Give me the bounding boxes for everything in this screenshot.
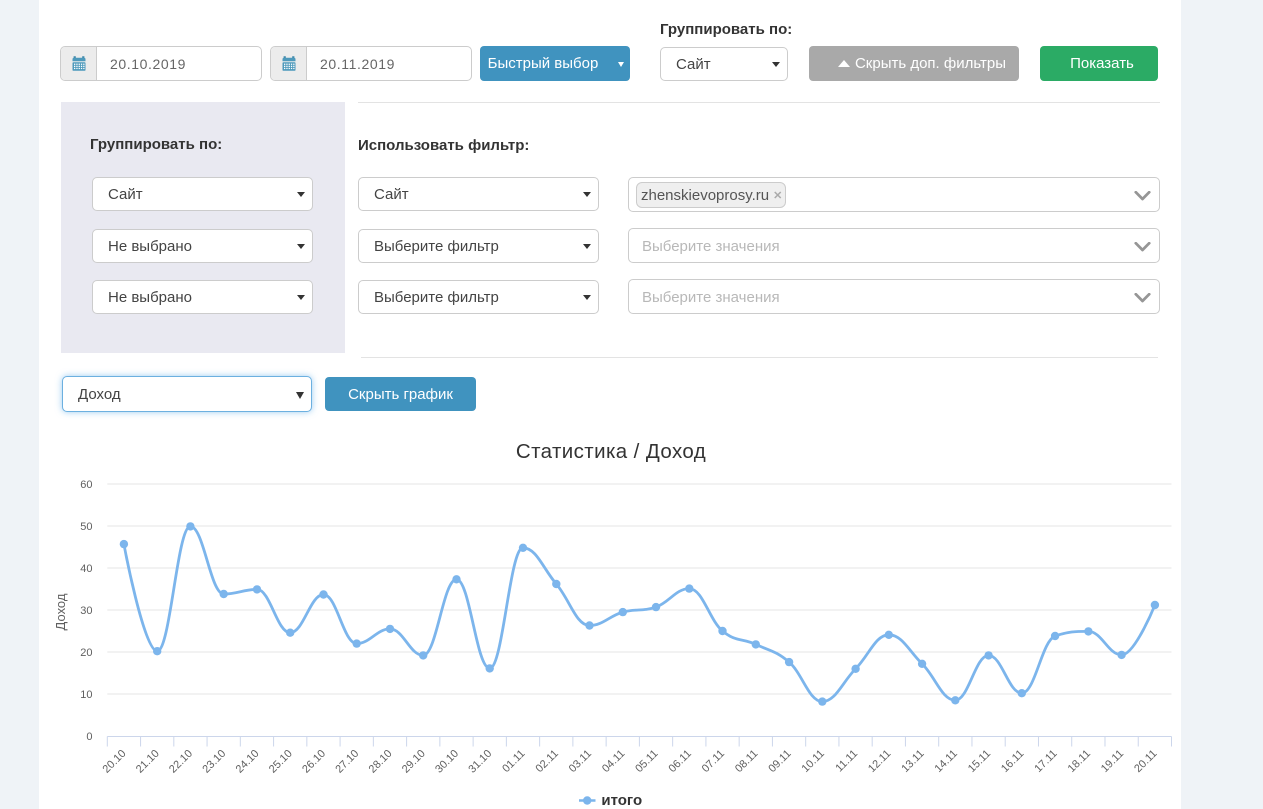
svg-text:19.11: 19.11 [1099,748,1126,775]
svg-text:18.11: 18.11 [1066,748,1093,775]
svg-text:09.11: 09.11 [766,748,793,775]
svg-text:08.11: 08.11 [733,748,760,775]
svg-text:23.10: 23.10 [200,748,228,776]
svg-text:20.10: 20.10 [101,748,129,776]
svg-text:Статистика / Доход: Статистика / Доход [516,440,706,463]
svg-text:22.10: 22.10 [167,748,195,776]
svg-text:14.11: 14.11 [933,748,960,775]
svg-text:27.10: 27.10 [333,748,361,776]
svg-text:10.11: 10.11 [800,748,827,775]
svg-text:15.11: 15.11 [966,748,993,775]
svg-text:10: 10 [80,689,92,701]
svg-text:16.11: 16.11 [999,748,1026,775]
svg-text:07.11: 07.11 [700,748,727,775]
svg-text:11.11: 11.11 [833,748,860,775]
svg-text:30.10: 30.10 [433,748,461,776]
svg-text:02.11: 02.11 [534,748,561,775]
svg-text:25.10: 25.10 [267,748,295,776]
svg-text:29.10: 29.10 [400,748,428,776]
svg-text:50: 50 [80,521,92,533]
svg-text:04.11: 04.11 [600,748,627,775]
svg-text:0: 0 [86,731,92,743]
svg-text:40: 40 [80,563,92,575]
svg-text:итого: итого [601,792,642,809]
svg-text:Доход: Доход [53,593,68,630]
svg-text:12.11: 12.11 [866,748,893,775]
svg-text:31.10: 31.10 [466,748,494,776]
svg-text:24.10: 24.10 [234,748,262,776]
svg-text:30: 30 [80,605,92,617]
svg-text:20.11: 20.11 [1132,748,1159,775]
svg-text:01.11: 01.11 [500,748,527,775]
svg-text:21.10: 21.10 [134,748,162,776]
svg-text:06.11: 06.11 [667,748,694,775]
svg-text:28.10: 28.10 [367,748,395,776]
svg-text:60: 60 [80,479,92,491]
svg-text:17.11: 17.11 [1032,748,1059,775]
svg-text:20: 20 [80,647,92,659]
svg-text:13.11: 13.11 [899,748,926,775]
svg-text:26.10: 26.10 [300,748,328,776]
svg-text:03.11: 03.11 [567,748,594,775]
svg-text:05.11: 05.11 [633,748,660,775]
